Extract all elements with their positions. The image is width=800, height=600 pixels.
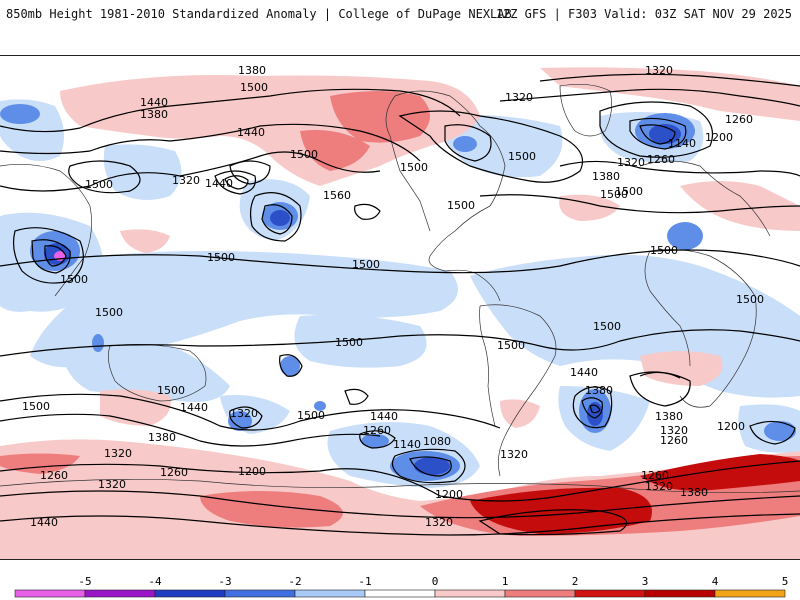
contour-label: 1320 [172,174,200,187]
contour-label: 1080 [423,435,451,448]
legend-color-segment [714,589,786,598]
contour-label: 1440 [205,177,233,190]
contour-label: 1500 [400,161,428,174]
contour-label: 1260 [363,424,391,437]
contour-label: 1500 [85,178,113,191]
contour-label: 1260 [40,469,68,482]
legend-color-segment [504,589,576,598]
contour-label: 1380 [655,410,683,423]
contour-label: 1500 [447,199,475,212]
contour-label: 1380 [238,64,266,77]
contour-label: 1500 [22,400,50,413]
contour-label: 1380 [680,486,708,499]
contour-label: 1500 [497,339,525,352]
contour-label: 1440 [570,366,598,379]
color-legend: -5 -4 -3 -2 -1 0 1 2 3 4 5 [0,572,800,600]
legend-color-segment [84,589,156,598]
contour-label: 1320 [660,424,688,437]
contour-label: 1500 [352,258,380,271]
contour-label: 1320 [230,407,258,420]
legend-color-segment [434,589,506,598]
negative-anomaly-shading [0,99,800,488]
legend-tick-label: 0 [432,575,439,588]
anomaly-map[interactable]: 1380 1500 1320 1320 1260 1440 1380 1500 … [0,56,800,559]
contour-label: 1320 [500,448,528,461]
legend-tick-label: -4 [148,575,162,588]
contour-label: 1500 [593,320,621,333]
contour-label: 1200 [238,465,266,478]
contour-label: 1260 [647,153,675,166]
contour-label: 1140 [668,137,696,150]
contour-label: 1320 [104,447,132,460]
legend-tick-label: -3 [218,575,231,588]
map-panel[interactable]: 1380 1500 1320 1320 1260 1440 1380 1500 … [0,55,800,560]
contour-label: 1200 [717,420,745,433]
contour-label: 1500 [297,409,325,422]
contour-label: 1500 [736,293,764,306]
legend-tick-label: 1 [502,575,509,588]
contour-label: 1380 [140,108,168,121]
contour-label: 1320 [98,478,126,491]
legend-tick-label: 3 [642,575,649,588]
legend-tick-label: 2 [572,575,579,588]
legend-color-segment [574,589,646,598]
legend-color-segment [644,589,716,598]
contour-label: 1500 [650,244,678,257]
contour-label: 1500 [290,148,318,161]
contour-label: 1440 [140,96,168,109]
contour-label: 1260 [641,469,669,482]
legend-tick-label: -5 [78,575,91,588]
contour-label: 1320 [645,64,673,77]
legend-color-segment [154,589,226,598]
contour-label: 1500 [508,150,536,163]
contour-label: 1500 [95,306,123,319]
contour-label: 1500 [207,251,235,264]
legend-color-segment [364,589,436,598]
legend-color-segment [294,589,366,598]
coastlines [0,84,800,494]
contour-label: 1500 [60,273,88,286]
contour-label: 1440 [237,126,265,139]
header: 850mb Height 1981-2010 Standardized Anom… [0,0,800,30]
contour-label: 1380 [585,384,613,397]
strong-positive-shading [0,91,800,536]
legend-bar: -5 -4 -3 -2 -1 0 1 2 3 4 5 [14,575,788,598]
contour-label: 1440 [180,401,208,414]
contour-label: 1500 [157,384,185,397]
contour-label: 1380 [592,170,620,183]
contour-label: 1260 [160,466,188,479]
contour-label: 1440 [30,516,58,529]
legend-tick-label: 5 [782,575,789,588]
contour-label: 1320 [505,91,533,104]
contour-label: 1440 [370,410,398,423]
legend-tick-label: -2 [288,575,301,588]
legend-tick-labels: -5 -4 -3 -2 -1 0 1 2 3 4 5 [78,575,788,588]
contour-label: 1560 [323,189,351,202]
legend-color-segment [14,589,86,598]
contour-label: 1260 [660,434,688,447]
map-title: 850mb Height 1981-2010 Standardized Anom… [6,7,512,21]
legend-color-segments [14,589,786,598]
contour-label: 1320 [617,156,645,169]
contour-label: 1500 [240,81,268,94]
contour-label: 1320 [425,516,453,529]
contour-label: 1200 [705,131,733,144]
legend-tick-label: 4 [712,575,719,588]
height-contours [0,73,800,536]
contour-label: 1140 [393,438,421,451]
contour-label: 1500 [600,188,628,201]
legend-color-segment [224,589,296,598]
contour-label: 1260 [725,113,753,126]
contour-label: 1380 [148,431,176,444]
legend-tick-label: -1 [358,575,371,588]
contour-label: 1500 [335,336,363,349]
contour-label: 1500 [615,185,643,198]
model-run-info: 12Z GFS | F303 Valid: 03Z SAT NOV 29 202… [495,7,792,21]
contour-label: 1320 [645,480,673,493]
contour-label: 1200 [435,488,463,501]
contour-labels: 1380 1500 1320 1320 1260 1440 1380 1500 … [22,64,764,529]
